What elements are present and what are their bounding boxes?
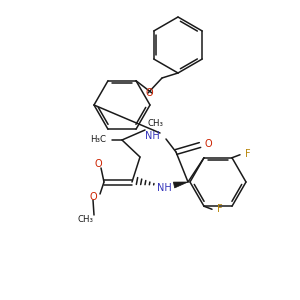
Text: F: F — [245, 149, 251, 159]
Polygon shape — [173, 182, 188, 188]
Text: NH: NH — [145, 131, 159, 141]
Text: O: O — [89, 192, 97, 202]
Text: CH₃: CH₃ — [147, 119, 163, 128]
Text: NH: NH — [157, 183, 171, 193]
Text: O: O — [94, 159, 102, 169]
Text: CH₃: CH₃ — [78, 215, 94, 224]
Text: H₃C: H₃C — [90, 136, 106, 145]
Text: F: F — [217, 204, 223, 214]
Text: O: O — [145, 88, 153, 98]
Text: O: O — [204, 139, 212, 149]
